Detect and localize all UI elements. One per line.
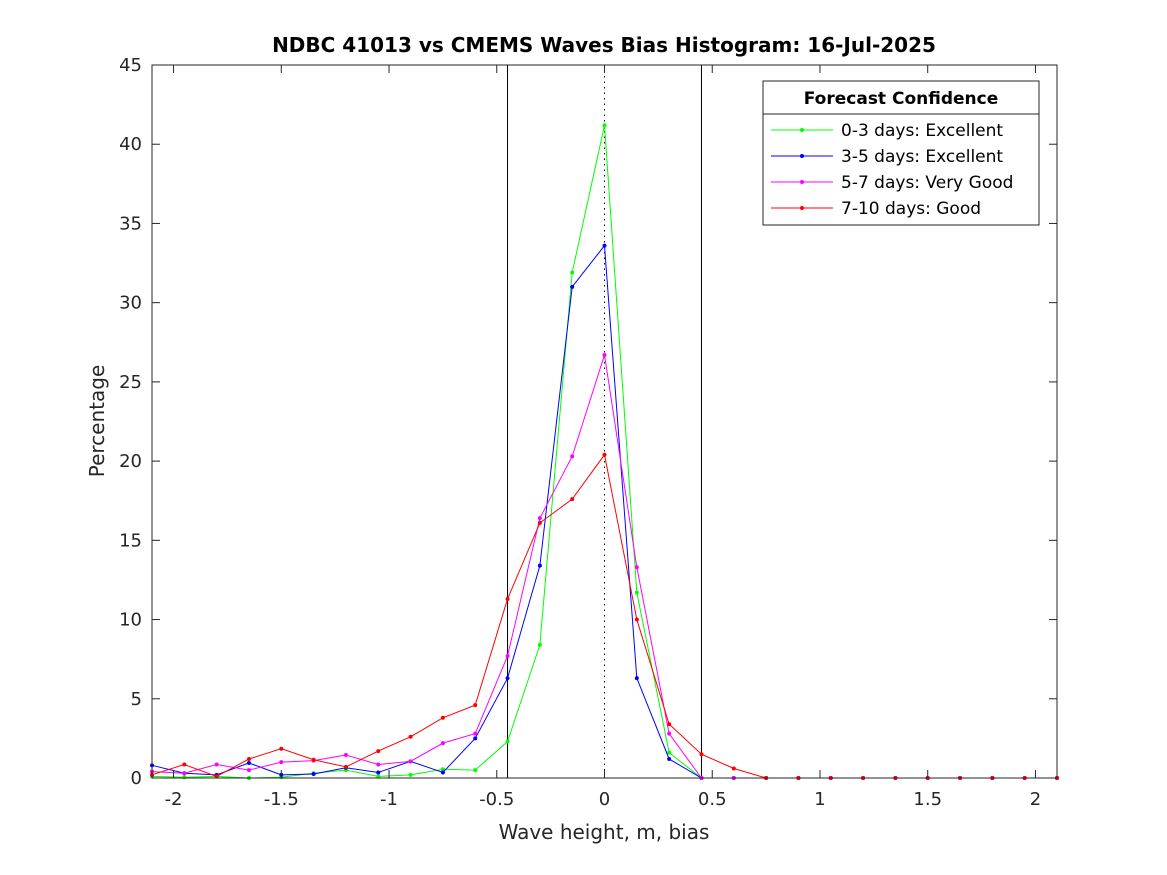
x-tick-label: -0.5 — [479, 789, 514, 810]
legend-marker-2 — [800, 180, 804, 184]
data-point-3-3 — [246, 756, 251, 761]
data-point-3-8 — [408, 734, 413, 739]
data-point-0-1 — [182, 775, 187, 780]
data-point-0-9 — [440, 767, 445, 772]
x-axis: -2 -1.5 -1 -0.5 0 0.5 1 1.5 2 — [165, 65, 1041, 810]
y-axis: 0 5 10 15 20 25 30 35 40 45 — [119, 55, 1057, 789]
y-tick-label: 45 — [119, 55, 142, 76]
legend-label-0: 0-3 days: Excellent — [841, 121, 1003, 141]
data-point-2-4 — [279, 760, 284, 765]
y-tick-label: 40 — [119, 134, 142, 155]
legend-entry-1: 3-5 days: Excellent — [771, 147, 1003, 167]
x-tick-label: 2 — [1030, 789, 1041, 810]
x-tick-label: 0 — [599, 789, 610, 810]
data-point-0-14 — [602, 123, 607, 128]
y-tick-label: 35 — [119, 213, 142, 234]
data-point-0-12 — [537, 642, 542, 647]
x-tick-label: -1 — [380, 789, 398, 810]
legend-marker-1 — [800, 154, 804, 158]
legend-label-2: 5-7 days: Very Good — [841, 173, 1013, 193]
legend-label-3: 7-10 days: Good — [841, 199, 981, 219]
data-point-3-15 — [634, 617, 639, 622]
data-point-2-7 — [376, 762, 381, 767]
data-point-0-7 — [376, 774, 381, 779]
data-point-1-5 — [311, 772, 316, 777]
data-point-3-18 — [731, 766, 736, 771]
data-point-1-16 — [667, 756, 672, 761]
chart-title: NDBC 41013 vs CMEMS Waves Bias Histogram… — [272, 33, 936, 57]
data-point-3-5 — [311, 757, 316, 762]
x-tick-label: 1.5 — [913, 789, 942, 810]
data-point-2-12 — [537, 516, 542, 521]
reference-lines — [507, 65, 702, 778]
legend-box — [762, 80, 1040, 226]
data-point-1-10 — [473, 736, 478, 741]
legend-marker-0 — [800, 128, 804, 132]
y-axis-label: Percentage — [85, 365, 109, 478]
data-point-0-13 — [570, 270, 575, 275]
data-point-3-12 — [537, 520, 542, 525]
data-point-2-15 — [634, 565, 639, 570]
data-point-3-4 — [279, 746, 284, 751]
data-point-2-8 — [408, 759, 413, 764]
x-tick-label: 1 — [814, 789, 825, 810]
legend: Forecast Confidence 0-3 days: Excellent 3… — [762, 80, 1040, 226]
legend-entry-2: 5-7 days: Very Good — [771, 173, 1013, 193]
legend-entry-0: 0-3 days: Excellent — [771, 121, 1003, 141]
data-point-2-16 — [667, 731, 672, 736]
data-point-2-9 — [440, 741, 445, 746]
y-tick-label: 5 — [131, 689, 142, 710]
x-axis-label: Wave height, m, bias — [499, 820, 710, 844]
data-point-0-8 — [408, 772, 413, 777]
data-point-1-3 — [246, 760, 251, 765]
y-tick-label: 30 — [119, 293, 142, 314]
data-point-0-15 — [634, 590, 639, 595]
data-point-3-11 — [505, 596, 510, 601]
x-tick-label: -1.5 — [264, 789, 299, 810]
y-tick-label: 15 — [119, 530, 142, 551]
y-tick-label: 0 — [131, 768, 142, 789]
legend-marker-3 — [800, 206, 804, 210]
data-point-1-13 — [570, 284, 575, 289]
legend-label-1: 3-5 days: Excellent — [841, 147, 1003, 167]
data-point-3-2 — [214, 774, 219, 779]
y-tick-label: 10 — [119, 610, 142, 631]
data-point-2-1 — [182, 771, 187, 776]
x-tick-label: -2 — [165, 789, 183, 810]
data-point-3-10 — [473, 703, 478, 708]
data-point-3-9 — [440, 715, 445, 720]
data-point-2-13 — [570, 454, 575, 459]
data-point-0-16 — [667, 750, 672, 755]
y-tick-label: 25 — [119, 372, 142, 393]
data-point-1-12 — [537, 563, 542, 568]
data-point-1-7 — [376, 770, 381, 775]
data-point-1-9 — [440, 770, 445, 775]
y-tick-label: 20 — [119, 451, 142, 472]
legend-entries: 0-3 days: Excellent 3-5 days: Excellent 5-… — [771, 121, 1013, 219]
legend-entry-3: 7-10 days: Good — [771, 199, 981, 219]
data-point-1-15 — [634, 676, 639, 681]
data-point-2-6 — [343, 753, 348, 758]
data-point-2-14 — [602, 352, 607, 357]
data-point-0-11 — [505, 739, 510, 744]
data-point-3-16 — [667, 722, 672, 727]
data-point-2-2 — [214, 762, 219, 767]
data-point-1-14 — [602, 243, 607, 248]
data-point-3-7 — [376, 749, 381, 754]
data-point-3-17 — [699, 752, 704, 757]
data-point-2-3 — [246, 768, 251, 773]
x-tick-label: 0.5 — [698, 789, 727, 810]
data-point-3-14 — [602, 452, 607, 457]
data-point-2-11 — [505, 653, 510, 658]
data-point-3-1 — [182, 762, 187, 767]
data-point-3-6 — [343, 764, 348, 769]
data-point-3-13 — [570, 497, 575, 502]
data-point-0-10 — [473, 768, 478, 773]
data-point-2-10 — [473, 731, 478, 736]
data-point-1-11 — [505, 676, 510, 681]
legend-title: Forecast Confidence — [804, 89, 999, 109]
